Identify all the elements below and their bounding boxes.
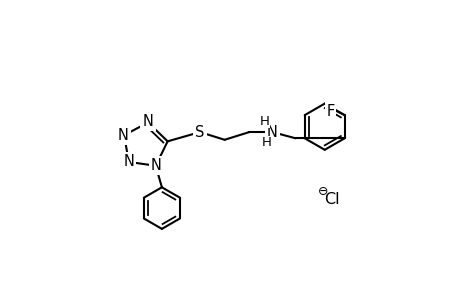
Text: N: N: [123, 154, 134, 169]
Text: S: S: [195, 124, 204, 140]
Text: N: N: [266, 124, 277, 140]
Text: N: N: [118, 128, 129, 143]
Text: H: H: [259, 115, 269, 128]
Text: Cl: Cl: [324, 192, 339, 207]
Text: H: H: [261, 136, 270, 149]
Text: F: F: [326, 104, 334, 119]
Text: ⊖: ⊖: [317, 185, 327, 198]
Text: N: N: [151, 158, 162, 173]
Text: N: N: [142, 114, 153, 129]
